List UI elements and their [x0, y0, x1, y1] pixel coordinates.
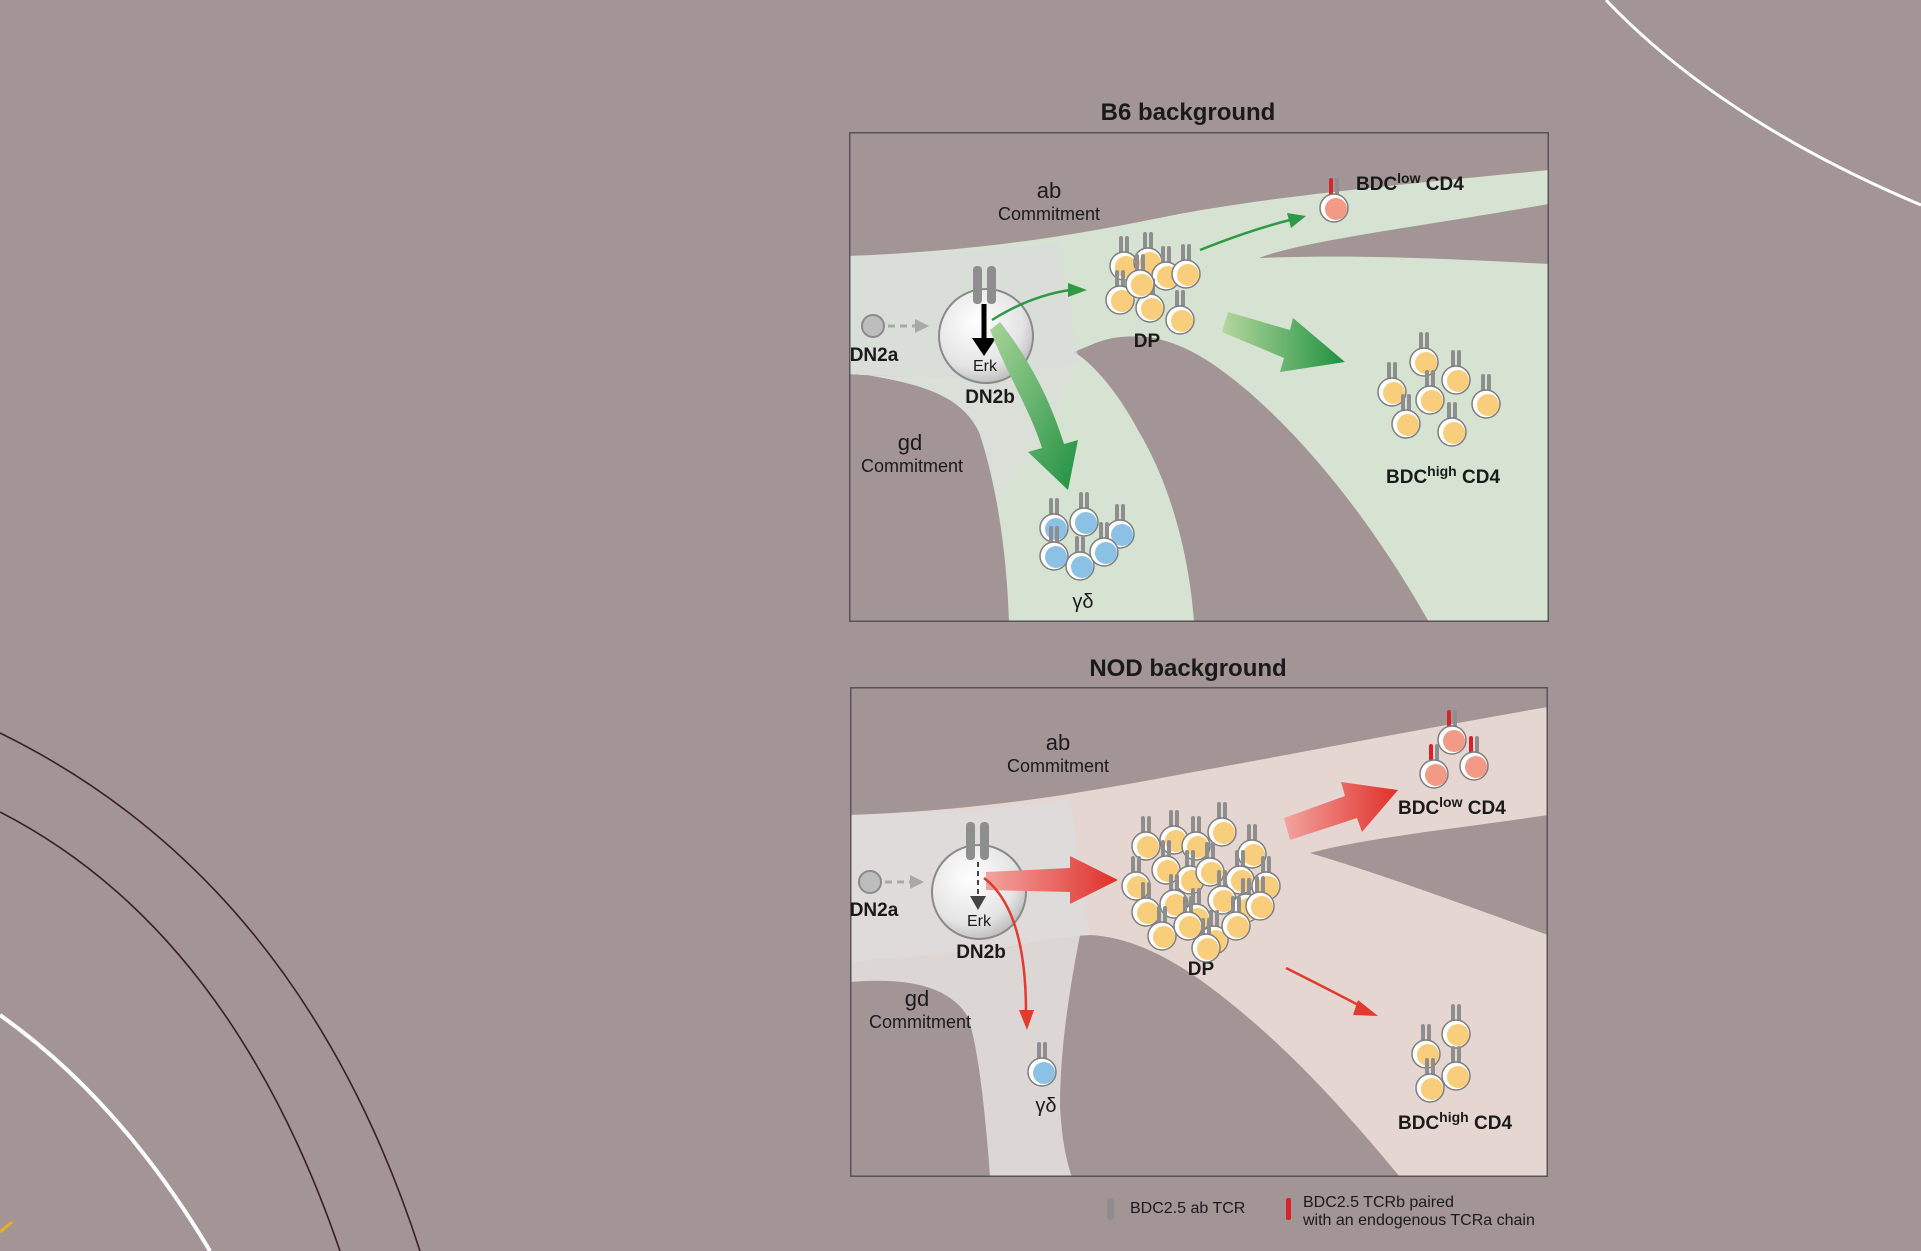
- cell: [1437, 710, 1467, 755]
- cell: [1319, 178, 1349, 223]
- b6-dn2b-label: DN2b: [965, 387, 1015, 408]
- b6-gd-cell-cluster: [1039, 492, 1135, 581]
- b6-ab-commitment: Commitment: [998, 204, 1100, 224]
- cell: [1415, 370, 1445, 415]
- nod-dn2a-cell: [858, 870, 882, 894]
- cell: [1441, 350, 1471, 395]
- b6-bdc-high-label: BDChigh CD4: [1386, 463, 1500, 488]
- nod-fat-arrow-to-low: [1284, 782, 1398, 840]
- nod-erk-label: Erk: [967, 913, 992, 930]
- nod-bdc-low-cell-cluster: [1419, 710, 1489, 789]
- b6-dn2a-cell: [861, 314, 885, 338]
- b6-bdc-low-label: BDClow CD4: [1356, 170, 1464, 195]
- cell: [1173, 896, 1203, 941]
- cell: [1415, 1058, 1445, 1103]
- b6-gd-cells-label: γδ: [1072, 591, 1093, 613]
- b6-bdc-low-cell-cluster: [1319, 178, 1349, 223]
- legend-red-tcr-line2: with an endogenous TCRa chain: [1302, 1212, 1535, 1229]
- b6-dp-to-low-arrow: [1199, 218, 1291, 252]
- legend-gray-tcr-label: BDC2.5 ab TCR: [1130, 1200, 1245, 1217]
- cell: [1165, 290, 1195, 335]
- cell: [1377, 362, 1407, 407]
- cell: [1409, 332, 1439, 377]
- nod-dn2a-label: DN2a: [850, 900, 899, 921]
- b6-bdc-high-cell-cluster: [1377, 332, 1501, 447]
- nod-bdc-high-cell-cluster: [1411, 1004, 1471, 1103]
- nod-bdc-high-label: BDChigh CD4: [1398, 1109, 1512, 1134]
- cell: [1437, 402, 1467, 447]
- cell: [1125, 254, 1155, 299]
- b6-fat-arrow-to-gd: [990, 322, 1078, 490]
- b6-dp-label: DP: [1134, 331, 1161, 352]
- cell: [1419, 744, 1449, 789]
- nod-title: NOD background: [1089, 655, 1286, 682]
- cell: [1171, 244, 1201, 289]
- cell: [1039, 526, 1069, 571]
- b6-gd-commitment: Commitment: [861, 456, 963, 476]
- cell: [1391, 394, 1421, 439]
- nod-bdc-low-label: BDClow CD4: [1398, 794, 1506, 819]
- cell: [1131, 882, 1161, 927]
- cell: [1089, 522, 1119, 567]
- nod-ab-commitment: Commitment: [1007, 756, 1109, 776]
- cell: [1069, 492, 1099, 537]
- nod-gd-cell-cluster: [1027, 1042, 1057, 1087]
- legend: BDC2.5 ab TCR BDC2.5 TCRb paired with an…: [1107, 1194, 1535, 1229]
- b6-gd-label: gd: [898, 430, 922, 455]
- cell: [1191, 918, 1221, 963]
- b6-erk-label: Erk: [973, 358, 998, 375]
- nod-ab-label: ab: [1046, 730, 1070, 755]
- legend-gray-tcr-icon: [1107, 1198, 1114, 1220]
- nod-gd-label: gd: [905, 986, 929, 1011]
- b6-dn2b-to-dp-arrow: [991, 288, 1071, 322]
- b6-dp-cell-cluster: [1105, 232, 1201, 335]
- cell: [1207, 802, 1237, 847]
- cell: [1221, 896, 1251, 941]
- b6-title: B6 background: [1101, 99, 1276, 126]
- cell: [1441, 1004, 1471, 1049]
- cell: [1027, 1042, 1057, 1087]
- cell: [1441, 1046, 1471, 1091]
- cell: [1105, 270, 1135, 315]
- cell: [1459, 736, 1489, 781]
- cell: [1207, 870, 1237, 915]
- b6-ab-label: ab: [1037, 178, 1061, 203]
- nod-dn2b-to-gd-arrow: [983, 877, 1028, 1013]
- nod-gd-cells-label: γδ: [1035, 1095, 1056, 1117]
- nod-dp-cell-cluster: [1121, 802, 1281, 963]
- cell: [1245, 876, 1275, 921]
- cell: [1147, 906, 1177, 951]
- cell: [1065, 536, 1095, 581]
- cell: [1237, 824, 1267, 869]
- nod-gd-commitment: Commitment: [869, 1012, 971, 1032]
- nod-dp-label: DP: [1188, 959, 1215, 980]
- b6-dn2a-label: DN2a: [850, 345, 899, 366]
- legend-red-tcr-line1: BDC2.5 TCRb paired: [1303, 1194, 1454, 1211]
- b6-fat-arrow-to-high: [1222, 312, 1345, 372]
- legend-red-tcr-icon: [1286, 1198, 1291, 1220]
- nod-fat-arrow-to-dp: [986, 856, 1118, 904]
- cell: [1131, 816, 1161, 861]
- nod-dn2b-label: DN2b: [956, 942, 1006, 963]
- cell: [1471, 374, 1501, 419]
